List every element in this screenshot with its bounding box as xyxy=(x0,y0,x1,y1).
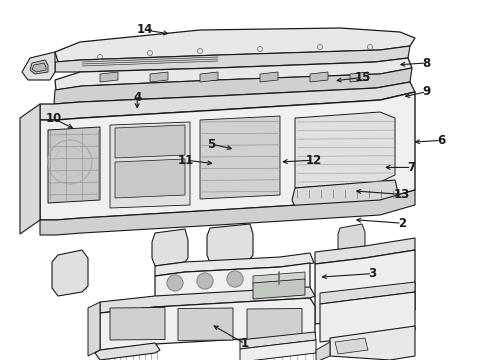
Polygon shape xyxy=(292,180,398,207)
Text: 6: 6 xyxy=(437,134,445,147)
Text: 14: 14 xyxy=(136,23,153,36)
Polygon shape xyxy=(315,238,415,264)
Polygon shape xyxy=(253,272,305,284)
Text: 9: 9 xyxy=(422,85,430,98)
Polygon shape xyxy=(40,82,415,120)
Text: 10: 10 xyxy=(46,112,62,125)
Text: 12: 12 xyxy=(305,154,322,167)
Polygon shape xyxy=(338,224,365,255)
Polygon shape xyxy=(260,72,278,82)
Polygon shape xyxy=(152,229,188,266)
Text: 1: 1 xyxy=(241,337,249,350)
Polygon shape xyxy=(32,63,46,72)
Polygon shape xyxy=(115,159,185,198)
Polygon shape xyxy=(95,343,160,360)
Circle shape xyxy=(227,271,243,287)
Polygon shape xyxy=(55,28,415,62)
Polygon shape xyxy=(320,282,415,304)
Polygon shape xyxy=(100,72,118,82)
Polygon shape xyxy=(200,116,280,199)
Polygon shape xyxy=(178,308,233,341)
Text: 3: 3 xyxy=(368,267,376,280)
Polygon shape xyxy=(110,122,190,208)
Polygon shape xyxy=(150,72,168,82)
Polygon shape xyxy=(200,72,218,82)
Polygon shape xyxy=(320,292,415,342)
Circle shape xyxy=(197,273,213,289)
Polygon shape xyxy=(240,332,316,349)
Text: 7: 7 xyxy=(408,161,416,174)
Polygon shape xyxy=(30,60,48,74)
Polygon shape xyxy=(247,309,302,341)
Polygon shape xyxy=(22,52,55,80)
Text: 15: 15 xyxy=(354,71,371,84)
Polygon shape xyxy=(335,338,368,354)
Polygon shape xyxy=(295,112,395,188)
Polygon shape xyxy=(110,307,165,340)
Text: 2: 2 xyxy=(398,217,406,230)
Polygon shape xyxy=(54,68,412,104)
Text: 5: 5 xyxy=(207,138,215,150)
Polygon shape xyxy=(330,326,415,360)
Polygon shape xyxy=(20,104,40,234)
Polygon shape xyxy=(40,92,415,220)
Polygon shape xyxy=(88,302,100,356)
Text: 13: 13 xyxy=(393,188,410,201)
Circle shape xyxy=(167,275,183,291)
Polygon shape xyxy=(100,287,315,313)
Polygon shape xyxy=(155,263,310,308)
Polygon shape xyxy=(48,127,100,203)
Polygon shape xyxy=(100,298,315,350)
Polygon shape xyxy=(55,58,412,90)
Polygon shape xyxy=(207,224,253,263)
Polygon shape xyxy=(40,190,415,235)
Text: 4: 4 xyxy=(133,91,141,104)
Text: 8: 8 xyxy=(422,57,430,69)
Polygon shape xyxy=(55,46,410,72)
Polygon shape xyxy=(316,342,330,360)
Polygon shape xyxy=(315,250,415,324)
Polygon shape xyxy=(115,125,185,158)
Polygon shape xyxy=(240,340,316,360)
Polygon shape xyxy=(310,72,328,82)
Polygon shape xyxy=(155,253,314,276)
Polygon shape xyxy=(350,72,368,82)
Polygon shape xyxy=(253,279,305,299)
Text: 11: 11 xyxy=(178,154,195,167)
Polygon shape xyxy=(52,250,88,296)
